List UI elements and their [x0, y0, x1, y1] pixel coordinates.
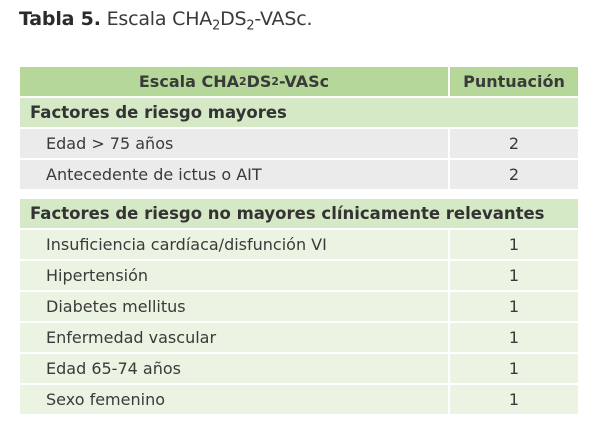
- factor-cell: Sexo femenino: [20, 385, 448, 414]
- header-score: Puntuación: [450, 67, 578, 96]
- header-scale-mid: DS: [246, 72, 272, 91]
- table-row: Antecedente de ictus o AIT 2: [20, 160, 578, 189]
- section-header-major: Factores de riesgo mayores: [20, 98, 578, 127]
- table-caption: Tabla 5. Escala CHA2DS2-VASc.: [19, 8, 313, 32]
- table-row: Sexo femenino 1: [20, 385, 578, 414]
- section-title-minor: Factores de riesgo no mayores clínicamen…: [30, 204, 545, 223]
- table-row: Edad > 75 años 2: [20, 129, 578, 158]
- table-row: Hipertensión 1: [20, 261, 578, 290]
- caption-title-mid: DS: [220, 8, 247, 30]
- table-row: Enfermedad vascular 1: [20, 323, 578, 352]
- score-cell: 1: [450, 230, 578, 259]
- caption-label: Tabla 5.: [19, 8, 101, 30]
- table-header-row: Escala CHA 2 DS 2 -VASc Puntuación: [20, 67, 578, 96]
- score-table: Escala CHA 2 DS 2 -VASc Puntuación Factores …: [20, 67, 578, 416]
- factor-cell: Antecedente de ictus o AIT: [20, 160, 448, 189]
- score-cell: 1: [450, 261, 578, 290]
- table-row: Edad 65-74 años 1: [20, 354, 578, 383]
- table-row: Insuficiencia cardíaca/disfunción VI 1: [20, 230, 578, 259]
- header-scale-name: Escala CHA 2 DS 2 -VASc: [20, 67, 448, 96]
- factor-cell: Edad > 75 años: [20, 129, 448, 158]
- factor-cell: Diabetes mellitus: [20, 292, 448, 321]
- factor-cell: Enfermedad vascular: [20, 323, 448, 352]
- caption-title-suffix: -VASc.: [254, 8, 313, 30]
- score-cell: 1: [450, 354, 578, 383]
- score-cell: 2: [450, 160, 578, 189]
- caption-subscript-1: 2: [212, 18, 221, 34]
- factor-cell: Insuficiencia cardíaca/disfunción VI: [20, 230, 448, 259]
- section-title-major: Factores de riesgo mayores: [30, 103, 287, 122]
- header-scale-suffix: -VASc: [278, 72, 330, 91]
- table-row: Diabetes mellitus 1: [20, 292, 578, 321]
- score-cell: 1: [450, 292, 578, 321]
- caption-title-prefix: Escala CHA: [100, 8, 213, 30]
- score-cell: 1: [450, 323, 578, 352]
- factor-cell: Hipertensión: [20, 261, 448, 290]
- score-cell: 1: [450, 385, 578, 414]
- section-spacer: [20, 191, 578, 199]
- section-header-minor: Factores de riesgo no mayores clínicamen…: [20, 199, 578, 228]
- score-cell: 2: [450, 129, 578, 158]
- caption-subscript-2: 2: [246, 18, 255, 34]
- header-scale-prefix: Escala CHA: [138, 72, 239, 91]
- factor-cell: Edad 65-74 años: [20, 354, 448, 383]
